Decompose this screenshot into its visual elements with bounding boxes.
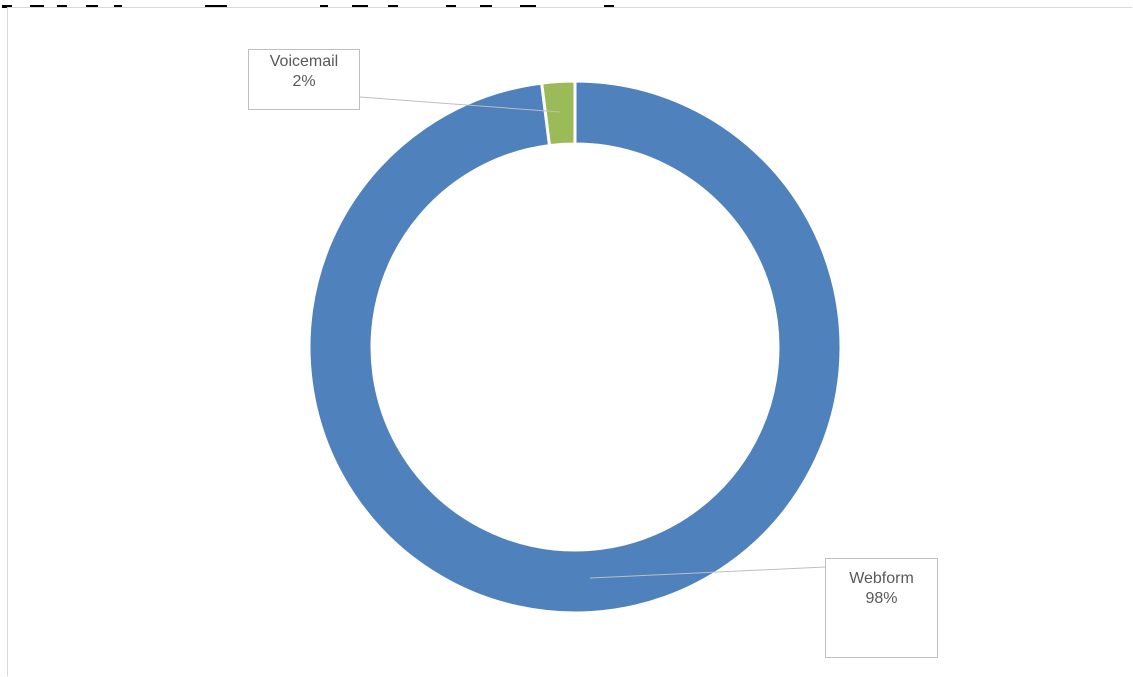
cropped-heading-text — [0, 0, 760, 8]
donut-slices — [307, 79, 843, 615]
webform-label-value: 98% — [865, 590, 898, 607]
webform-data-label: Webform 98% — [825, 558, 938, 658]
voicemail-leader-line — [359, 96, 561, 113]
cropped-heading-marks — [2, 5, 614, 8]
webform-label-name: Webform — [849, 570, 914, 587]
voicemail-data-label: Voicemail 2% — [248, 49, 360, 110]
voicemail-label-value: 2% — [292, 73, 316, 90]
voicemail-label-name: Voicemail — [269, 53, 339, 70]
voicemail-slice — [539, 79, 577, 148]
leader-lines — [359, 96, 826, 579]
webform-slice — [307, 79, 843, 615]
webform-leader-line — [589, 566, 826, 579]
